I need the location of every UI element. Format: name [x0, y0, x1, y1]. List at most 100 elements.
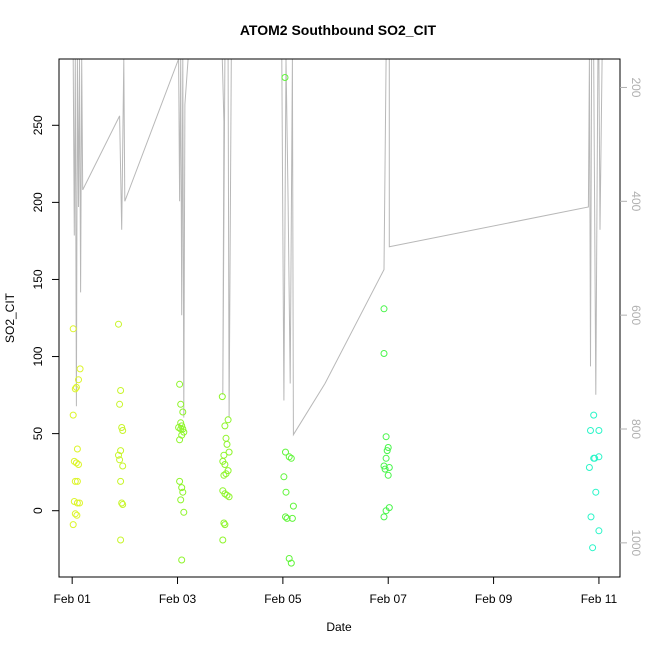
y-axis-label: SO2_CIT: [3, 292, 17, 343]
y-tick-label: 250: [31, 115, 45, 135]
data-point: [75, 376, 82, 384]
data-point: [225, 448, 233, 456]
y-tick-label: 150: [31, 269, 45, 289]
data-point: [73, 499, 81, 507]
data-point: [282, 448, 289, 456]
data-point: [72, 459, 80, 467]
data-point: [76, 499, 83, 507]
data-point: [287, 559, 295, 567]
y-tick-label: 100: [31, 346, 45, 366]
x-tick-label: Feb 01: [53, 592, 91, 606]
data-point: [585, 464, 593, 471]
data-point: [225, 493, 233, 501]
y2-tick-label: 400: [629, 191, 643, 211]
data-point: [179, 408, 187, 416]
y2-axis-right: 200 400 600 800 1000: [620, 77, 643, 557]
data-point: [380, 513, 388, 521]
data-point: [118, 499, 126, 507]
y-axis: 0 50 100 150 200 250: [31, 115, 59, 514]
data-point: [178, 484, 186, 492]
data-point: [176, 477, 184, 485]
x-axis: Feb 01 Feb 03 Feb 05 Feb 07 Feb 09 Feb 11: [53, 577, 617, 606]
x-tick-label: Feb 05: [264, 592, 302, 606]
data-point: [281, 74, 289, 81]
data-point: [220, 519, 228, 527]
data-point: [221, 521, 229, 529]
plot-area: [69, 59, 603, 567]
data-point: [72, 383, 80, 391]
data-point: [73, 445, 81, 453]
series-6: [585, 411, 603, 552]
y2-tick-label: 200: [629, 77, 643, 97]
data-point: [282, 513, 289, 521]
y2-tick-label: 1000: [629, 529, 643, 556]
data-point: [380, 305, 388, 313]
data-point: [69, 521, 77, 529]
data-point: [115, 320, 122, 328]
data-point: [587, 427, 594, 434]
data-point: [223, 440, 231, 448]
y2-tick-label: 600: [629, 305, 643, 325]
data-point: [177, 419, 185, 427]
data-point: [178, 556, 186, 564]
data-point: [591, 454, 599, 462]
data-point: [595, 427, 603, 434]
y2-tick-label: 800: [629, 419, 643, 439]
data-point: [224, 416, 232, 424]
chart-title: ATOM2 Southbound SO2_CIT: [240, 22, 437, 38]
data-point: [119, 501, 127, 508]
data-point: [384, 471, 392, 479]
x-tick-label: Feb 03: [159, 592, 197, 606]
x-tick-label: Feb 09: [475, 592, 513, 606]
x-tick-label: Feb 11: [581, 592, 618, 606]
data-point: [177, 400, 185, 408]
y-tick-label: 200: [31, 192, 45, 212]
data-point: [220, 471, 228, 479]
data-point: [116, 456, 124, 464]
y-tick-label: 50: [31, 427, 45, 441]
data-point: [69, 325, 77, 333]
data-point: [176, 436, 184, 444]
data-point: [289, 502, 297, 510]
data-point: [71, 477, 79, 485]
data-point: [287, 454, 295, 462]
data-point: [75, 461, 82, 468]
data-point: [119, 462, 127, 470]
data-point: [117, 387, 125, 394]
data-point: [383, 447, 391, 455]
data-point: [179, 488, 187, 496]
data-point: [283, 514, 291, 522]
data-point: [117, 536, 125, 544]
data-point: [381, 465, 389, 473]
data-point: [384, 444, 392, 451]
data-point: [282, 488, 290, 496]
data-point: [385, 464, 393, 471]
data-point: [178, 422, 186, 430]
data-point: [71, 510, 79, 518]
data-point: [285, 453, 293, 461]
data-point: [589, 544, 597, 552]
data-point: [73, 511, 81, 519]
data-point: [382, 507, 390, 515]
data-point: [590, 411, 598, 419]
series-1: [115, 320, 127, 544]
data-point: [382, 433, 390, 441]
data-point: [119, 427, 127, 434]
data-point: [219, 536, 227, 544]
data-point: [380, 350, 388, 357]
data-point: [117, 477, 125, 485]
data-point: [382, 454, 390, 462]
data-point: [587, 513, 595, 521]
data-point: [288, 514, 296, 522]
data-point: [176, 380, 184, 388]
data-point: [218, 393, 226, 401]
series-5: [380, 305, 393, 521]
data-point: [116, 400, 124, 408]
x-tick-label: Feb 07: [370, 592, 408, 606]
data-point: [73, 477, 81, 485]
data-point: [180, 508, 188, 516]
data-point: [177, 496, 185, 504]
data-point: [69, 411, 77, 419]
data-point: [595, 453, 603, 461]
series-3: [218, 393, 233, 544]
